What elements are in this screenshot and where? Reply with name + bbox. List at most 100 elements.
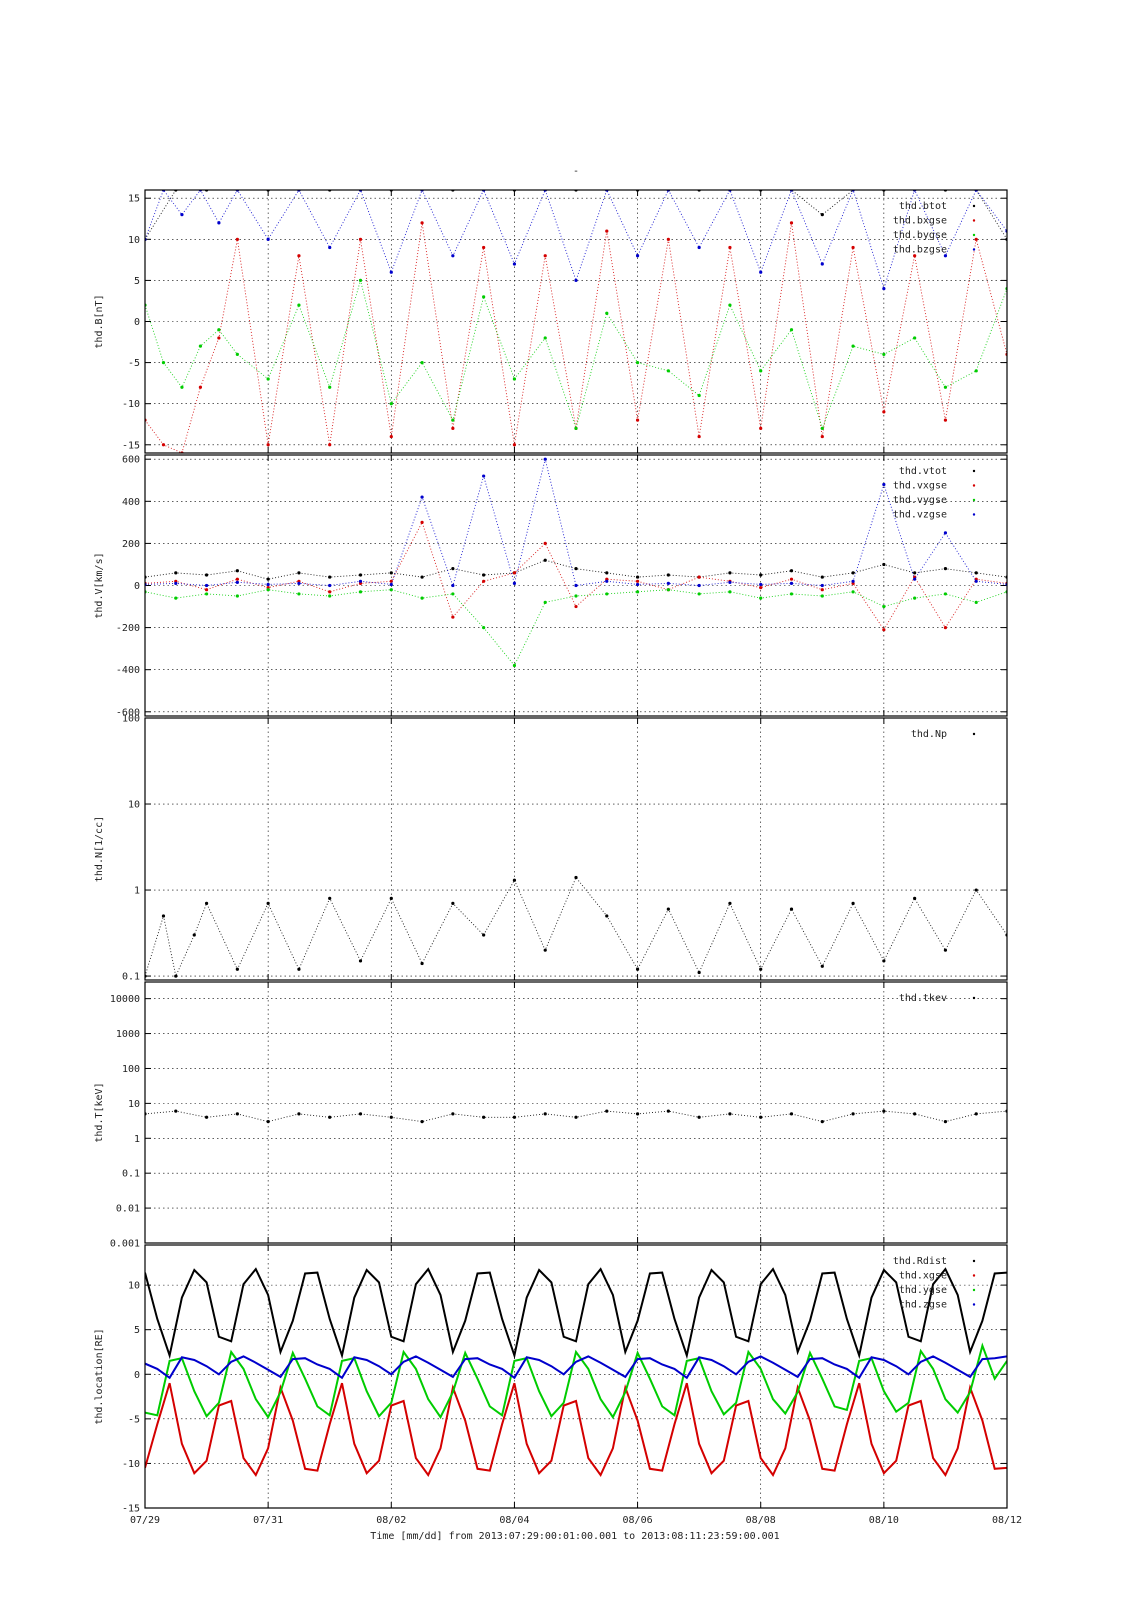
- data-point-thd-bygse: [420, 360, 424, 365]
- legend-marker: [972, 484, 976, 487]
- data-point-thd-vygse: [451, 592, 455, 596]
- data-point-thd-vzgse: [204, 583, 209, 588]
- y-tick-label: 0.001: [110, 1239, 140, 1250]
- data-point-thd-vygse: [789, 592, 794, 596]
- data-point-thd-Np: [913, 896, 917, 900]
- data-point-thd-bxgse: [328, 443, 332, 447]
- data-point-thd-Np: [635, 967, 640, 971]
- data-point-thd-vzgse: [820, 583, 824, 588]
- data-point-thd-vzgse: [451, 583, 455, 588]
- data-point-thd-bxgse: [358, 237, 363, 241]
- data-point-thd-bzgse: [759, 270, 763, 274]
- y-tick-label: 15: [128, 194, 140, 205]
- y-tick-label: 0.1: [122, 972, 140, 983]
- data-point-thd-bygse: [974, 369, 978, 373]
- data-point-thd-vxgse: [574, 604, 578, 609]
- panel-frame: [144, 454, 1008, 717]
- data-point-thd-vygse: [235, 594, 239, 598]
- data-point-thd-bzgse: [328, 245, 332, 250]
- series-trace-thd-vygse: [145, 589, 1007, 667]
- data-point-thd-Np: [266, 901, 270, 905]
- y-tick-label: -200: [116, 623, 140, 634]
- legend-label: thd.bxgse: [893, 216, 947, 227]
- legend-marker: [972, 1274, 976, 1277]
- page-title: -: [573, 166, 579, 177]
- data-point-thd-vtot: [174, 571, 178, 575]
- data-point-thd-bygse: [789, 328, 794, 332]
- series-trace-thd-bxgse: [145, 222, 1007, 453]
- data-point-thd-tkev: [543, 1112, 547, 1116]
- data-point-thd-vzgse: [389, 582, 393, 587]
- x-tick-label: 08/10: [869, 1515, 899, 1526]
- data-point-thd-vtot: [420, 575, 424, 579]
- data-point-thd-vygse: [574, 594, 578, 598]
- y-tick-label: 10: [128, 1099, 140, 1110]
- data-point-thd-vygse: [512, 663, 517, 668]
- data-point-thd-vzgse: [420, 495, 424, 499]
- data-point-thd-vtot: [728, 571, 732, 575]
- data-point-thd-vzgse: [666, 581, 670, 585]
- y-axis-label: thd.N[1/cc]: [94, 816, 105, 882]
- data-point-thd-vzgse: [974, 579, 978, 583]
- data-point-thd-bygse: [851, 344, 855, 348]
- legend-marker: [972, 498, 976, 502]
- x-tick-label: 08/12: [992, 1515, 1022, 1526]
- data-point-thd-bxgse: [697, 434, 701, 439]
- data-point-thd-bygse: [913, 336, 917, 340]
- data-point-thd-bygse: [451, 418, 455, 422]
- data-point-thd-vzgse: [913, 577, 917, 581]
- data-point-thd-vygse: [882, 604, 886, 609]
- data-point-thd-Np: [605, 914, 609, 918]
- data-point-thd-bzgse: [697, 245, 701, 250]
- y-tick-label: -5: [128, 358, 140, 369]
- y-tick-label: -600: [116, 707, 140, 718]
- data-point-thd-vzgse: [358, 579, 363, 583]
- data-point-thd-bygse: [161, 360, 166, 365]
- data-point-thd-Np: [235, 967, 239, 971]
- data-point-thd-tkev: [728, 1112, 732, 1116]
- series-line-thd-Rdist: [145, 1267, 1007, 1360]
- y-tick-label: -10: [122, 399, 140, 410]
- data-point-thd-bygse: [697, 393, 701, 398]
- data-point-thd-tkev: [851, 1112, 855, 1116]
- data-point-thd-bygse: [389, 402, 393, 406]
- data-point-thd-bygse: [943, 385, 948, 389]
- data-point-thd-Np: [389, 896, 393, 900]
- data-point-thd-vzgse: [266, 582, 270, 587]
- data-point-thd-tkev: [789, 1112, 794, 1116]
- data-point-thd-vzgse: [697, 583, 701, 588]
- x-tick-label: 07/29: [130, 1515, 160, 1526]
- data-point-thd-vtot: [358, 573, 363, 577]
- y-tick-label: -15: [122, 440, 140, 451]
- data-point-thd-vxgse: [512, 571, 517, 575]
- data-point-thd-vxgse: [543, 541, 547, 546]
- legend-marker: [972, 469, 976, 473]
- panel-series: [145, 190, 1007, 453]
- data-point-thd-Np: [482, 933, 486, 937]
- data-point-thd-bzgse: [943, 254, 948, 258]
- data-point-thd-vxgse: [789, 577, 794, 581]
- data-point-thd-bzgse: [635, 254, 640, 258]
- data-point-thd-vtot: [943, 567, 948, 571]
- data-point-thd-bxgse: [451, 426, 455, 430]
- data-point-thd-bxgse: [913, 254, 917, 258]
- y-tick-label: 1000: [116, 1029, 140, 1040]
- data-point-thd-tkev: [974, 1112, 978, 1116]
- data-point-thd-tkev: [328, 1115, 332, 1119]
- chart-panel-2: -600 -400 -200 0 200 400 600 thd.V[km/s] thd.vto…: [94, 454, 1008, 718]
- data-point-thd-vzgse: [882, 482, 886, 487]
- data-point-thd-vzgse: [605, 579, 609, 583]
- data-point-thd-vygse: [974, 600, 978, 604]
- series-trace-thd-bzgse: [145, 190, 1007, 291]
- data-point-thd-bxgse: [389, 434, 393, 439]
- y-tick-label: -5: [128, 1414, 140, 1425]
- data-point-thd-tkev: [451, 1112, 455, 1116]
- data-point-thd-vygse: [728, 590, 732, 594]
- data-point-thd-vzgse: [328, 583, 332, 588]
- data-point-thd-vygse: [759, 596, 763, 600]
- y-tick-label: -10: [122, 1459, 140, 1470]
- data-point-thd-bygse: [482, 295, 486, 299]
- data-point-thd-Np: [820, 964, 824, 968]
- data-point-thd-tkev: [235, 1112, 239, 1116]
- data-point-thd-bxgse: [759, 426, 763, 430]
